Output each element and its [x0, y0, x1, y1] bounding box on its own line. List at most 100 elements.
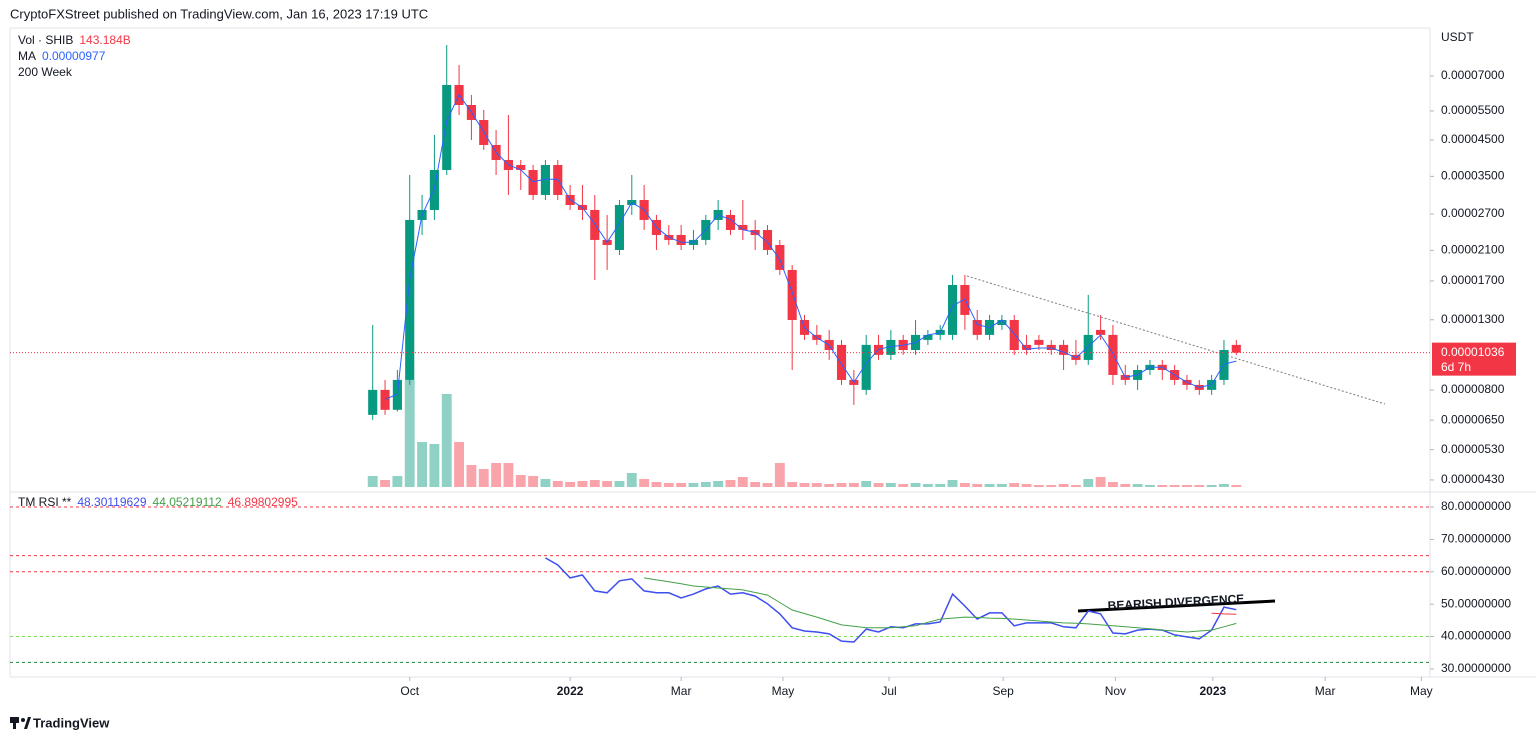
volume-bar — [565, 481, 576, 487]
y-tick-label: 0.00000430 — [1441, 472, 1505, 486]
x-tick-label: May — [1410, 684, 1433, 698]
y-tick-label: 0.00000530 — [1441, 442, 1505, 456]
volume-bar — [589, 480, 600, 487]
volume-bar — [1058, 483, 1069, 487]
volume-legend: Vol · SHIB 143.184B — [18, 33, 131, 47]
volume-bar — [478, 468, 489, 487]
volume-bar — [811, 483, 822, 487]
volume-bar — [1194, 485, 1205, 487]
candle-body — [1096, 329, 1106, 335]
ma-legend-label: MA — [18, 49, 36, 63]
volume-bar — [503, 463, 514, 487]
rsi-ma-value: 44.05219112 — [153, 495, 223, 509]
volume-bar — [824, 483, 835, 487]
volume-bar — [725, 480, 736, 487]
x-tick-label: Jul — [881, 684, 896, 698]
x-tick-label: Oct — [400, 684, 419, 698]
candle-body — [775, 244, 785, 270]
volume-bar — [1095, 476, 1106, 487]
footer-brand: TradingView — [33, 715, 110, 730]
candle-body — [1022, 344, 1032, 351]
candle-body — [738, 224, 748, 230]
candle-body — [1231, 344, 1241, 353]
volume-bar — [922, 483, 933, 487]
volume-bar — [639, 478, 650, 487]
volume-bar — [1108, 481, 1118, 487]
volume-bar — [1021, 483, 1032, 487]
candle-body — [528, 169, 538, 195]
publish-header: CryptoFXStreet published on TradingView.… — [10, 6, 428, 21]
volume-bar — [466, 465, 477, 487]
volume-bar — [367, 475, 378, 487]
logo-mark — [21, 718, 25, 722]
ma-legend: MA 0.00000977 — [18, 49, 106, 63]
volume-bar — [429, 443, 440, 487]
volume-bar — [552, 480, 563, 487]
candle-body — [787, 269, 797, 320]
rsi-legend: TM RSI ** 48.30119629 44.05219112 46.898029… — [18, 495, 298, 509]
volume-bar — [626, 473, 637, 487]
volume-bar — [1182, 485, 1192, 487]
x-tick-label: Nov — [1105, 684, 1126, 698]
volume-bar — [861, 480, 872, 487]
volume-bar — [1206, 485, 1217, 487]
volume-bar — [1070, 485, 1081, 487]
volume-bar — [1132, 483, 1143, 487]
volume-bar — [528, 475, 539, 487]
volume-bar — [898, 483, 909, 487]
y-tick-label: 0.00001700 — [1441, 273, 1505, 287]
volume-bar — [799, 483, 810, 487]
volume-bar — [454, 441, 465, 487]
bar-countdown: 6d 7h — [1441, 360, 1471, 374]
volume-bar — [417, 441, 427, 487]
candle-body — [1046, 344, 1056, 351]
x-tick-label: Mar — [671, 684, 692, 698]
trend-line — [966, 275, 1386, 405]
ma-legend-value: 0.00000977 — [42, 49, 106, 63]
volume-bar — [984, 483, 995, 487]
x-tick-label: 2022 — [557, 684, 584, 698]
volume-bar — [1157, 485, 1168, 487]
volume-bar — [404, 380, 415, 487]
candle-body — [1034, 339, 1044, 345]
y-tick-label: 0.00002700 — [1441, 206, 1505, 220]
logo-mark — [13, 717, 16, 729]
x-tick-label: 2023 — [1200, 684, 1227, 698]
volume-bar — [836, 483, 847, 487]
candle-body — [997, 319, 1007, 325]
volume-bar — [1009, 483, 1020, 487]
candle-body — [590, 209, 600, 240]
volume-bar — [676, 483, 687, 487]
last-price-box — [1432, 342, 1516, 376]
candle-body — [516, 164, 526, 170]
rsi-title: TM RSI ** — [18, 495, 72, 509]
volume-bar — [750, 481, 761, 487]
volume-bar — [540, 478, 551, 487]
rsi-value: 48.30119629 — [77, 495, 147, 509]
candle-body — [947, 284, 958, 335]
candle-body — [836, 344, 847, 380]
candle-body — [1009, 319, 1019, 351]
candle-body — [429, 169, 439, 210]
candle-body — [725, 214, 736, 230]
candle-body — [1059, 344, 1069, 355]
rsi-line — [1211, 612, 1237, 615]
x-tick-label: Sep — [992, 684, 1014, 698]
volume-bar — [515, 475, 526, 487]
y-tick-label: 0.00001300 — [1441, 312, 1505, 326]
volume-bar — [1169, 485, 1180, 487]
x-tick-label: May — [772, 684, 795, 698]
ma-line — [384, 93, 1237, 400]
volume-bar — [935, 483, 946, 487]
volume-bar — [688, 483, 699, 487]
y-tick-label: 0.00005500 — [1441, 103, 1505, 117]
candle-body — [923, 334, 933, 340]
y-tick-label: 0.00007000 — [1441, 68, 1505, 82]
candle-body — [368, 389, 378, 415]
candle-body — [380, 389, 390, 410]
y-tick-label: 30.00000000 — [1441, 661, 1511, 675]
volume-bar — [441, 393, 452, 487]
candle-body — [1083, 334, 1093, 360]
candle-body — [676, 234, 686, 245]
volume-bar — [959, 483, 970, 487]
